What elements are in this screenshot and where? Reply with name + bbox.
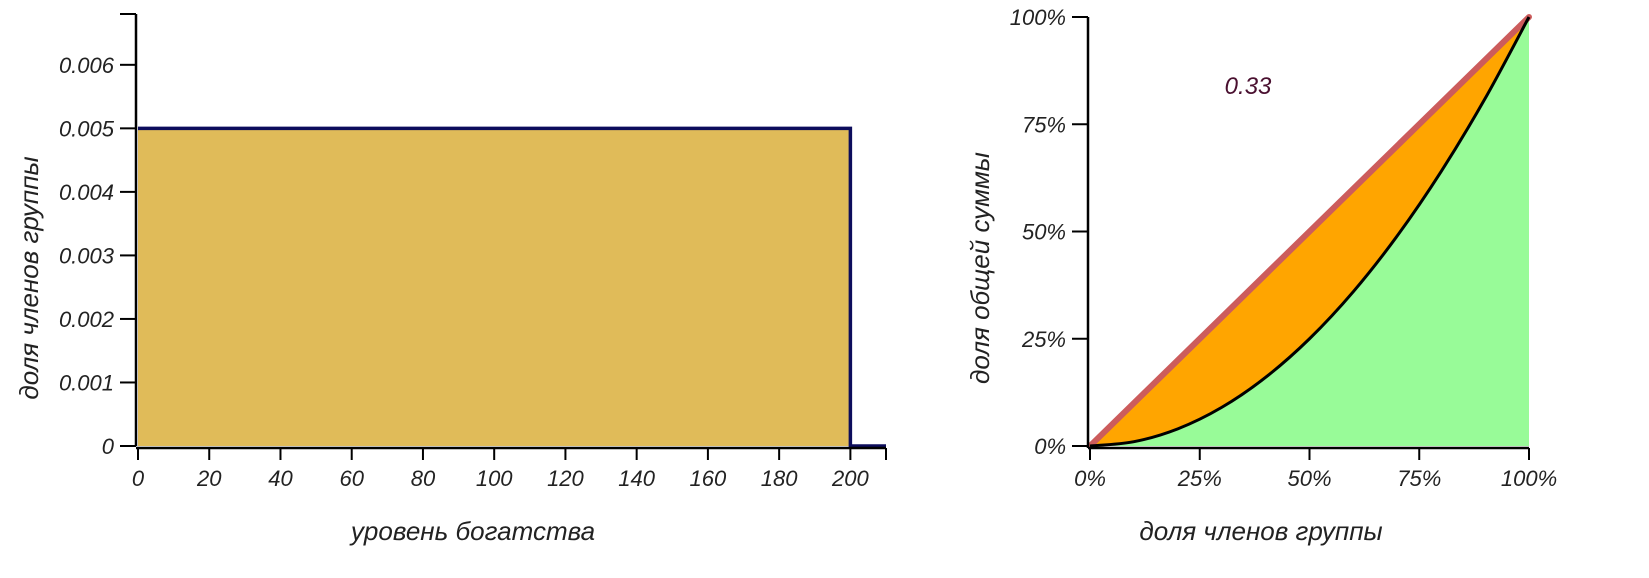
histogram-x-tick-label: 200	[831, 466, 869, 491]
histogram-x-tick-label: 100	[476, 466, 513, 491]
histogram-x-tick-label: 120	[547, 466, 584, 491]
lorenz-y-title: доля общей суммы	[965, 152, 995, 384]
histogram-y-tick-label: 0	[102, 434, 115, 459]
wealth-histogram-chart: 0 20 40 60 80 100 120 140 160 180 200 00.0010.0020…	[14, 13, 887, 546]
lorenz-y-tick-label: 75%	[1022, 112, 1066, 137]
histogram-y-tick-label: 0.002	[59, 307, 114, 332]
lorenz-x-tick-label: 50%	[1287, 466, 1331, 491]
histogram-x-tick-label: 60	[339, 466, 364, 491]
histogram-x-tick-label: 20	[196, 466, 222, 491]
lorenz-y-tick-label: 100%	[1010, 5, 1066, 30]
histogram-x-tick-label: 40	[268, 466, 293, 491]
histogram-outline	[138, 126, 886, 448]
histogram-y-ticks: 0 0.001 0.002 0.003 0.004 0.005 0.006	[59, 13, 136, 459]
lorenz-y-tick-label: 50%	[1022, 220, 1066, 245]
histogram-y-tick-label: 0.004	[59, 180, 114, 205]
lorenz-y-ticks: 0% 25% 50% 75% 100%	[1010, 5, 1088, 459]
equality-line	[1087, 14, 1532, 449]
lorenz-x-tick-label: 75%	[1397, 466, 1441, 491]
histogram-y-tick-label: 0.003	[59, 243, 115, 268]
lorenz-curve-chart: 0% 25% 50% 75% 100% 0% 25% 50% 75% 100% 0.33 дол…	[965, 5, 1557, 546]
histogram-y-tick-label: 0.006	[59, 53, 115, 78]
gini-coefficient-label: 0.33	[1225, 73, 1272, 100]
lorenz-line	[1089, 16, 1531, 448]
histogram-area	[138, 128, 886, 446]
histogram-x-tick-label: 180	[761, 466, 798, 491]
lorenz-x-ticks: 0% 25% 50% 75% 100%	[1074, 448, 1557, 491]
lorenz-x-tick-label: 0%	[1074, 466, 1106, 491]
histogram-x-ticks: 0 20 40 60 80 100 120 140 160 180 200	[132, 448, 887, 491]
lorenz-x-title: доля членов группы	[1139, 516, 1382, 546]
histogram-x-tick-label: 140	[618, 466, 655, 491]
histogram-y-title: доля членов группы	[14, 156, 44, 399]
lorenz-x-tick-label: 100%	[1501, 466, 1557, 491]
histogram-x-tick-label: 80	[411, 466, 436, 491]
histogram-x-tick-label: 0	[132, 466, 145, 491]
histogram-y-tick-label: 0.005	[59, 116, 115, 141]
lorenz-x-tick-label: 25%	[1177, 466, 1222, 491]
lorenz-area	[1090, 17, 1529, 446]
histogram-y-tick-label: 0.001	[59, 370, 114, 395]
histogram-x-tick-label: 160	[690, 466, 727, 491]
lorenz-y-tick-label: 25%	[1021, 327, 1066, 352]
histogram-x-title: уровень богатства	[349, 516, 595, 546]
lorenz-y-tick-label: 0%	[1034, 434, 1066, 459]
